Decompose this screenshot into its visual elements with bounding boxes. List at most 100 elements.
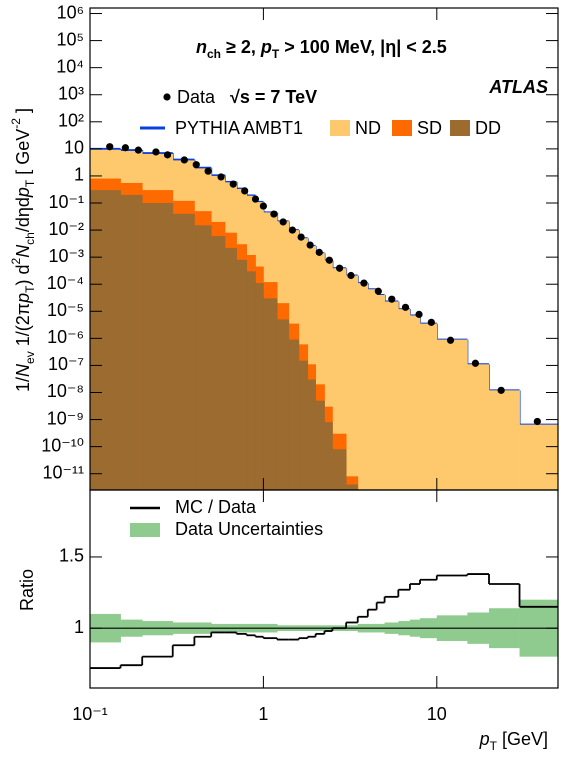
text-part: /dηd	[13, 197, 33, 232]
y-tick-label: 10³	[58, 83, 84, 103]
data-point	[306, 241, 314, 249]
y-tick-label: 10⁶	[57, 2, 84, 22]
y-tick-label: 10⁻³	[48, 246, 84, 266]
data-point	[259, 202, 267, 210]
text-part: N	[13, 244, 33, 258]
hist-bar	[288, 339, 300, 490]
legend-marker	[392, 120, 412, 136]
data-point	[152, 148, 160, 156]
hist-bar	[346, 275, 359, 490]
text-part: > 100 MeV, |η| < 2.5	[279, 37, 447, 57]
data-point	[134, 146, 142, 154]
x-tick-label: 10⁻¹	[72, 704, 108, 724]
data-point	[180, 156, 188, 164]
data-point	[204, 167, 212, 175]
y-tick-label: 10⁻²	[48, 219, 84, 239]
hist-bar	[419, 323, 438, 490]
hist-bar	[332, 449, 347, 490]
y-tick-label: 10⁻¹	[48, 192, 84, 212]
text-part: -2	[9, 118, 23, 129]
lower-frame	[89, 489, 559, 689]
lower-plot	[90, 573, 558, 669]
hist-bar	[236, 259, 247, 490]
hist-bar	[357, 283, 369, 490]
data-point	[315, 248, 323, 256]
data-point	[533, 417, 541, 426]
text-part: p	[13, 187, 33, 198]
hist-bar	[519, 424, 558, 490]
hist-bar	[367, 289, 378, 490]
y-tick-label: 10⁻⁴	[47, 273, 84, 293]
text-part: T	[490, 739, 498, 753]
hist-bar	[467, 364, 490, 490]
hist-bar	[346, 484, 359, 490]
hist-bar	[409, 315, 421, 490]
data-point	[427, 318, 435, 326]
hist-bar	[120, 194, 143, 490]
text-part: [GeV]	[497, 729, 548, 749]
text-part: 2	[9, 257, 23, 264]
axes: 10⁻¹¹ 10⁻¹⁰ 10⁻⁹ 10⁻⁸ 10⁻⁷ 10⁻⁶ 10⁻⁵ 10⁻⁴ 10⁻³ 10…	[9, 2, 558, 753]
text-part: ch	[23, 232, 37, 245]
data-point	[471, 359, 480, 367]
data-point	[217, 173, 225, 181]
y-tick-label: 1	[74, 165, 84, 185]
legend-marker	[130, 523, 160, 537]
data-point	[297, 233, 305, 241]
data-point	[335, 264, 344, 272]
y-tick-label: 10²	[58, 111, 84, 131]
hist-bar	[315, 400, 325, 490]
legend-marker	[163, 93, 171, 101]
data-point	[347, 271, 355, 280]
hist-bar	[298, 360, 309, 490]
data-point	[325, 256, 333, 264]
data-point	[401, 303, 410, 311]
y-tick-label: 10⁻¹¹	[42, 462, 84, 482]
legend-label: Data Uncertainties	[175, 519, 323, 539]
hist-bar	[172, 213, 195, 490]
y-axis-title: 1/Nev 1/(2πpT) d2Nch/dηdpT [ GeV-2 ]	[9, 108, 37, 392]
data-point	[446, 336, 455, 344]
data-point	[229, 180, 237, 188]
hist-bar	[211, 236, 226, 490]
text-part: N	[13, 363, 33, 377]
y-tick-label: 10⁻⁸	[47, 381, 84, 401]
hist-bar	[436, 339, 468, 490]
text-part: ev	[23, 351, 37, 364]
y-tick-label: 10⁻⁷	[48, 354, 84, 374]
y-tick-label: 10⁴	[56, 56, 84, 76]
text-part: ]	[13, 108, 33, 118]
data-point	[106, 143, 114, 151]
data-point	[251, 195, 260, 203]
hist-bar	[194, 225, 212, 490]
data-point	[121, 144, 129, 152]
text-part: ) d	[13, 264, 33, 285]
y-tick-label: 10⁻⁵	[47, 300, 84, 320]
legend-label: SD	[417, 118, 442, 138]
text-part: p	[13, 293, 33, 304]
legend-label: Data	[177, 87, 216, 107]
text-part: n	[196, 37, 207, 57]
legend-label: MC / Data	[175, 497, 257, 517]
text-part: 1/(2π	[13, 303, 33, 351]
data-point	[279, 218, 287, 226]
y-tick-label: 1	[74, 617, 84, 637]
text-part: [ GeV	[13, 129, 33, 180]
data-point	[374, 287, 382, 295]
y-tick-label: 10⁵	[57, 29, 84, 49]
hist-bar	[255, 283, 264, 490]
y-tick-label: 1.5	[59, 546, 84, 566]
legend-marker	[450, 120, 470, 136]
hist-bar	[324, 422, 333, 490]
hist-bar	[307, 379, 316, 490]
data-point	[288, 226, 297, 234]
hist-bar	[398, 309, 411, 490]
text-part: T	[272, 47, 280, 61]
hist-bar	[246, 271, 256, 490]
hist-bar	[376, 294, 386, 490]
hist-bar	[277, 319, 290, 490]
text-part: ch	[207, 47, 221, 61]
data-point	[241, 187, 249, 195]
data-point	[388, 295, 396, 303]
